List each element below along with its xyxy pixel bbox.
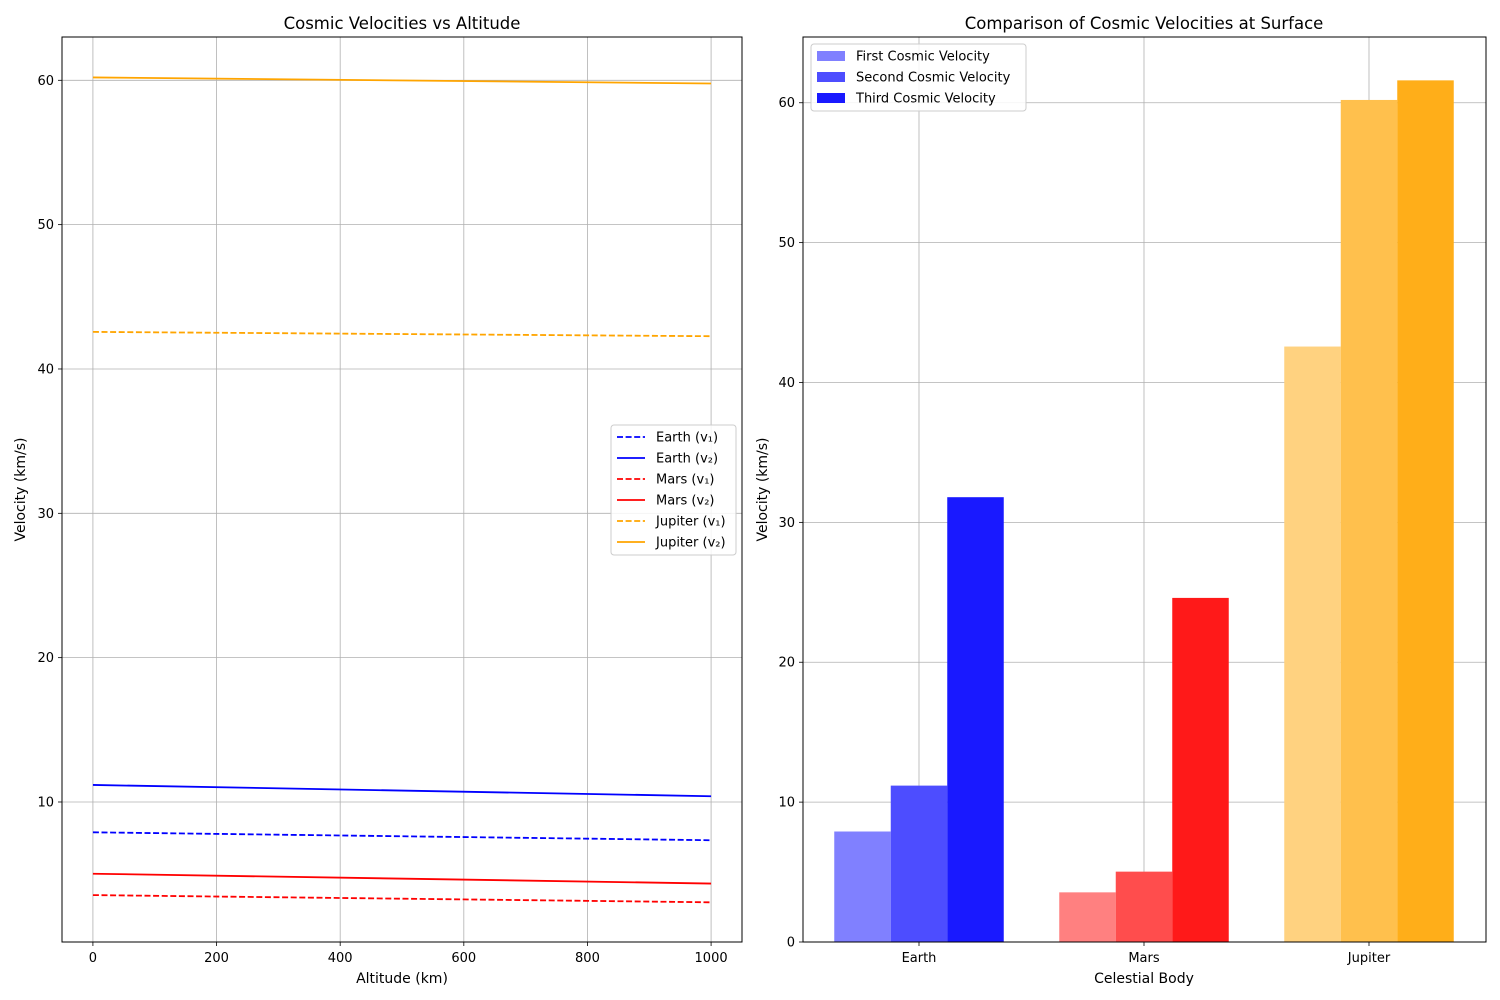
legend-label: Jupiter (v₂) xyxy=(655,536,726,551)
y-tick-label: 20 xyxy=(778,656,795,671)
legend-label: Second Cosmic Velocity xyxy=(856,71,1011,86)
bar xyxy=(947,497,1004,942)
axis-ticks: 0 200 400 600 800 1000 10 20 30 40 50 60 xyxy=(37,74,727,966)
series-lines xyxy=(92,76,712,904)
y-axis-label: Velocity (km/s) xyxy=(13,437,29,541)
bar xyxy=(1059,892,1116,942)
legend-swatch xyxy=(817,93,845,103)
chart-title: Cosmic Velocities vs Altitude xyxy=(284,14,521,33)
bar xyxy=(834,831,891,942)
series-line xyxy=(92,76,712,85)
bar xyxy=(1284,346,1341,942)
x-tick-label: 800 xyxy=(575,951,600,966)
y-tick-label: 20 xyxy=(37,651,54,666)
bars xyxy=(834,80,1454,943)
x-tick-label: 1000 xyxy=(695,951,728,966)
y-tick-label: 10 xyxy=(37,795,54,810)
y-tick-label: 60 xyxy=(37,74,54,89)
legend-label: Mars (v₁) xyxy=(656,473,714,488)
x-tick-label: Mars xyxy=(1128,951,1160,966)
y-tick-label: 40 xyxy=(37,362,54,377)
plot-frame xyxy=(802,36,1487,943)
legend-label: Third Cosmic Velocity xyxy=(855,92,996,107)
legend-swatch xyxy=(817,51,845,61)
y-tick-label: 50 xyxy=(37,218,54,233)
bar xyxy=(1172,597,1229,942)
bar-chart: Comparison of Cosmic Velocities at Surfa… xyxy=(755,14,1487,987)
chart-title: Comparison of Cosmic Velocities at Surfa… xyxy=(965,14,1324,33)
legend-label: First Cosmic Velocity xyxy=(856,50,990,65)
bar xyxy=(890,785,948,942)
series-line xyxy=(92,784,712,798)
legend: First Cosmic Velocity Second Cosmic Veloc… xyxy=(810,43,1027,112)
x-axis-label: Altitude (km) xyxy=(356,971,448,987)
x-tick-label: Earth xyxy=(902,951,937,966)
bar xyxy=(1340,99,1398,943)
legend-box xyxy=(810,43,1027,112)
y-tick-label: 40 xyxy=(778,376,795,391)
legend-swatch xyxy=(817,72,845,82)
plot-frame xyxy=(61,36,743,943)
y-tick-label: 30 xyxy=(778,516,795,531)
x-tick-label: Jupiter xyxy=(1347,951,1391,966)
x-axis-label: Celestial Body xyxy=(1094,971,1194,987)
x-tick-label: 400 xyxy=(328,951,353,966)
bar xyxy=(1397,80,1454,942)
series-line xyxy=(92,872,712,885)
y-tick-label: 60 xyxy=(778,96,795,111)
y-tick-label: 30 xyxy=(37,507,54,522)
legend-label: Earth (v₁) xyxy=(656,431,718,446)
legend: Earth (v₁) Earth (v₂) Mars (v₁) Mars (v₂) Ju… xyxy=(610,424,737,556)
bar xyxy=(1115,871,1173,942)
x-tick-label: 0 xyxy=(89,951,97,966)
axis-ticks: 0 10 20 30 40 50 60 Earth Mars Jupiter xyxy=(778,96,1390,966)
x-tick-label: 200 xyxy=(204,951,229,966)
y-tick-label: 10 xyxy=(778,796,795,811)
x-tick-label: 600 xyxy=(451,951,476,966)
legend-label: Mars (v₂) xyxy=(656,494,714,509)
y-axis-label: Velocity (km/s) xyxy=(755,437,771,541)
legend-label: Jupiter (v₁) xyxy=(655,515,726,530)
y-tick-label: 50 xyxy=(778,236,795,251)
legend-label: Earth (v₂) xyxy=(656,452,718,467)
line-chart: Cosmic Velocities vs Altitude 0 200 400 600… xyxy=(13,14,743,987)
y-tick-label: 0 xyxy=(787,936,795,951)
